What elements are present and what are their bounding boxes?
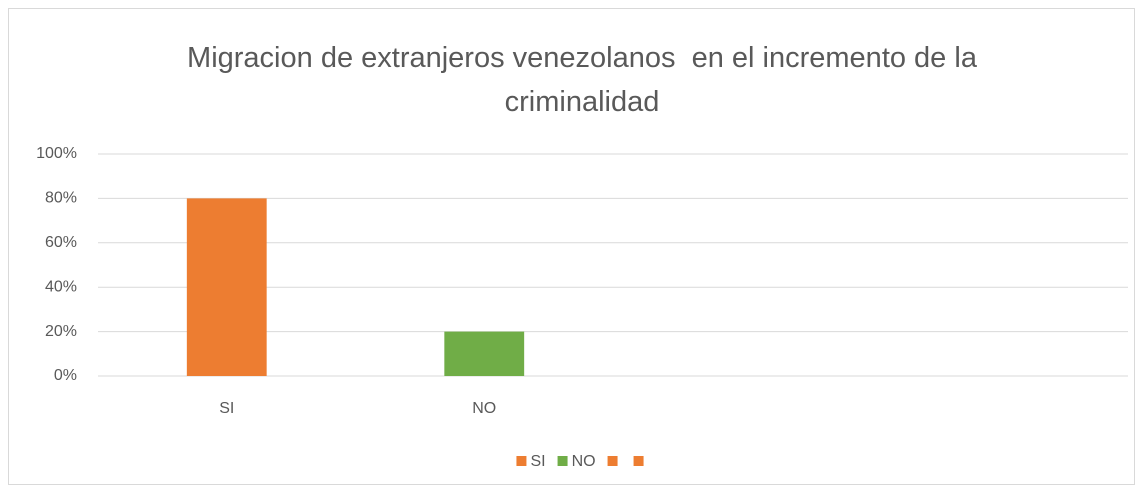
x-tick-label: SI xyxy=(219,400,234,417)
y-tick-label: 0% xyxy=(54,367,77,384)
bar xyxy=(186,198,267,376)
y-tick-label: 20% xyxy=(45,323,77,340)
y-tick-label: 60% xyxy=(45,234,77,251)
legend-label: NO xyxy=(572,453,596,470)
y-tick-label: 40% xyxy=(45,278,77,295)
x-tick-label: NO xyxy=(472,400,496,417)
y-tick-label: 80% xyxy=(45,190,77,207)
legend-swatch xyxy=(633,456,644,466)
legend: SI NO xyxy=(516,453,644,470)
chart-title: Migracion de extranjeros venezolanos en … xyxy=(187,42,986,118)
legend-swatch xyxy=(516,456,527,466)
legend-swatch xyxy=(607,456,618,466)
bar xyxy=(444,331,525,376)
y-tick-label: 100% xyxy=(36,145,77,162)
legend-swatch xyxy=(557,456,568,466)
legend-label: SI xyxy=(530,453,545,470)
